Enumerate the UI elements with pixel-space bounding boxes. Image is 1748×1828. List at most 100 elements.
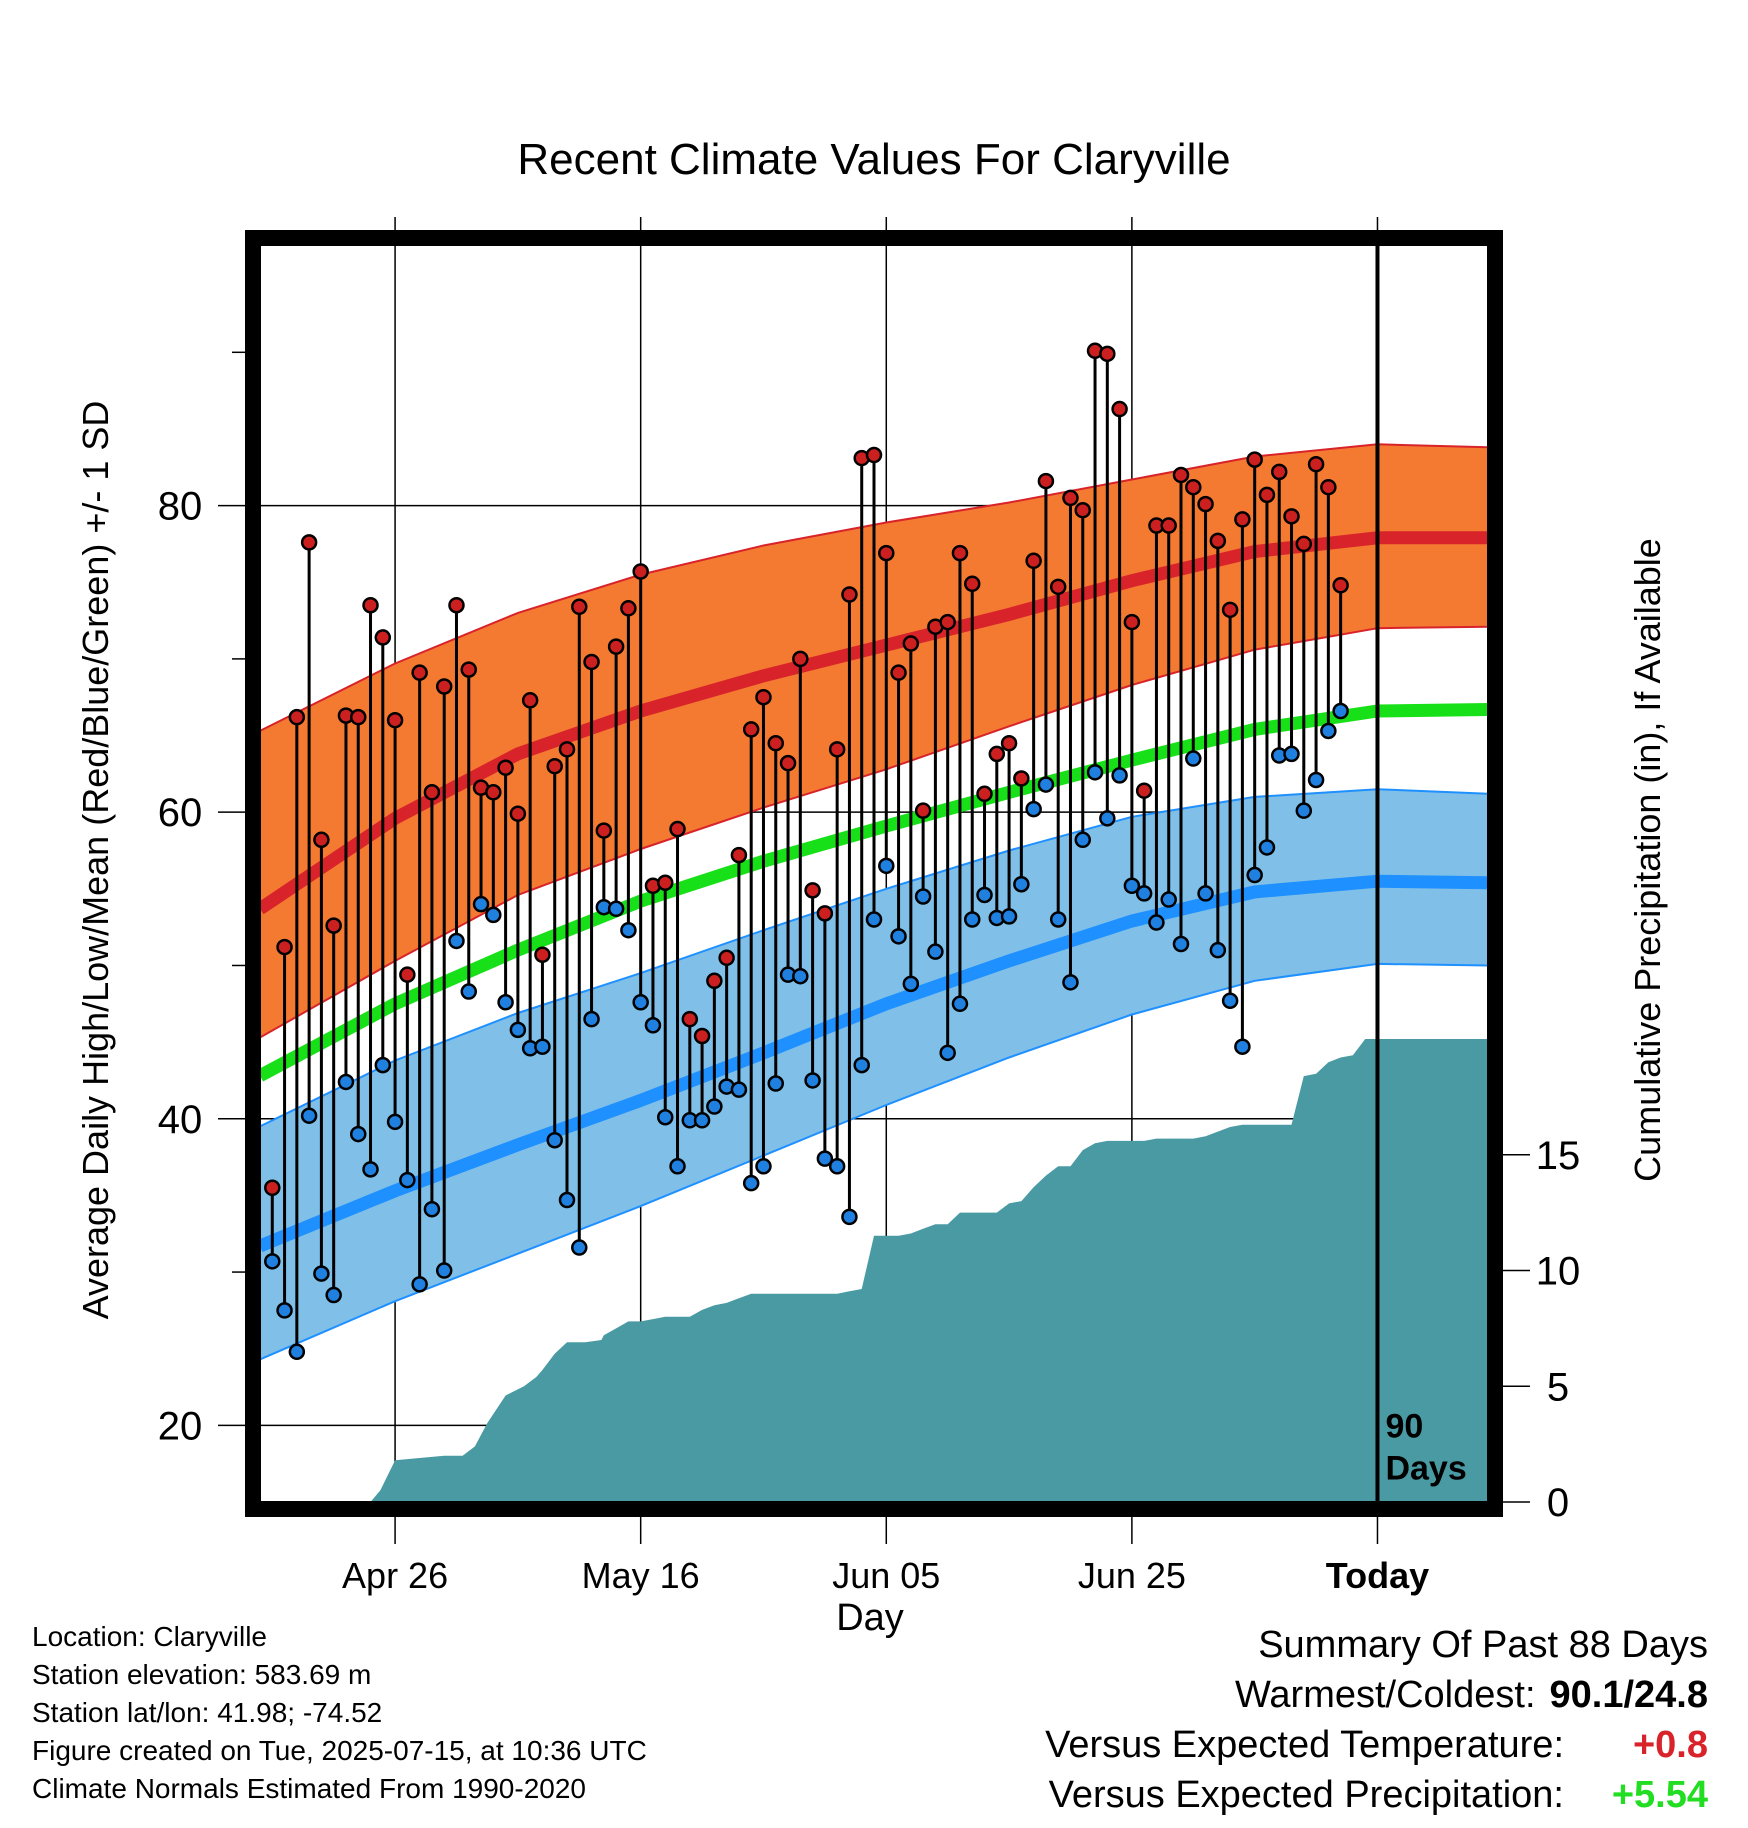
daily-high-point [276, 938, 293, 956]
daily-high-point [497, 759, 514, 776]
daily-high-point [779, 754, 797, 772]
daily-high-point [485, 784, 502, 801]
station-info: Location: Claryville Station elevation: … [32, 1618, 647, 1808]
daily-high-point [583, 653, 600, 671]
daily-high-point [411, 664, 428, 681]
daily-low-point [693, 1112, 711, 1129]
daily-low-point [828, 1158, 846, 1175]
y-tick-label: 60 [158, 791, 203, 835]
daily-high-point [767, 734, 785, 752]
daily-low-point [374, 1056, 392, 1074]
daily-low-point [1037, 776, 1055, 793]
daily-low-point [1025, 800, 1042, 818]
x-tick-label: Jun 25 [1078, 1555, 1186, 1596]
daily-high-point [264, 1179, 281, 1196]
daily-low-point [1295, 802, 1313, 819]
daily-high-point [1013, 770, 1030, 787]
daily-high-point [1111, 400, 1128, 418]
daily-high-point [386, 711, 404, 729]
daily-high-point [423, 784, 441, 801]
daily-low-point [927, 943, 944, 960]
temp-anomaly-label: Versus Expected Temperature: [1045, 1724, 1564, 1766]
daily-high-point [1074, 501, 1092, 519]
daily-high-point [669, 820, 686, 838]
daily-high-point [1037, 472, 1055, 490]
daily-low-point [1258, 839, 1276, 856]
daily-high-point [988, 745, 1006, 763]
daily-low-point [1111, 767, 1128, 784]
today-days-label: Days [1385, 1449, 1466, 1487]
daily-high-point [1172, 466, 1190, 484]
daily-low-point [890, 928, 907, 945]
daily-high-point [448, 596, 465, 614]
daily-low-point [1099, 810, 1116, 827]
daily-high-point [1320, 478, 1337, 496]
daily-high-point [742, 721, 760, 738]
daily-low-point [472, 895, 490, 913]
daily-high-point [1160, 517, 1177, 534]
daily-low-point [546, 1131, 563, 1149]
daily-high-point [976, 785, 993, 803]
daily-low-point [1086, 764, 1104, 781]
daily-high-point [595, 822, 613, 839]
daily-high-point [521, 692, 539, 709]
daily-low-point [1221, 992, 1239, 1009]
daily-high-point [890, 664, 907, 681]
daily-low-point [509, 1021, 527, 1039]
daily-high-point [718, 949, 735, 967]
daily-high-point [1234, 511, 1251, 528]
daily-low-point [583, 1010, 600, 1028]
daily-low-point [607, 900, 625, 918]
x-tick-label: May 16 [582, 1555, 700, 1596]
daily-high-point [1197, 495, 1214, 513]
daily-high-point [288, 708, 306, 726]
daily-low-point [1197, 885, 1214, 902]
y2-tick-label: 10 [1536, 1250, 1581, 1294]
daily-high-point [349, 708, 367, 726]
daily-high-point [300, 534, 318, 551]
daily-low-point [362, 1161, 379, 1178]
daily-low-point [1283, 745, 1300, 763]
precip-anomaly-row: Versus Expected Precipitation: +5.54 [1045, 1770, 1708, 1820]
daily-high-point [828, 741, 846, 758]
y-axis-label: Average Daily High/Low/Mean (Red/Blue/Gr… [75, 401, 116, 1320]
daily-low-point [448, 932, 465, 950]
daily-low-point [730, 1081, 748, 1098]
normal-low-line [260, 874, 1488, 1253]
daily-high-point [1135, 782, 1153, 799]
daily-low-point [939, 1044, 956, 1062]
daily-high-point [632, 563, 649, 580]
y2-tick-label: 15 [1536, 1134, 1581, 1178]
y2-axis-label: Cumulative Precipitation (in), If Availa… [1627, 538, 1668, 1182]
daily-low-point [632, 994, 649, 1011]
daily-low-point [1185, 750, 1202, 767]
daily-high-point [681, 1010, 699, 1028]
daily-low-point [534, 1038, 551, 1055]
daily-high-point [939, 613, 956, 631]
daily-low-point [337, 1073, 355, 1091]
daily-high-point [1307, 455, 1325, 473]
daily-low-point [742, 1174, 760, 1192]
daily-low-point [878, 857, 895, 875]
daily-low-point [386, 1113, 404, 1131]
daily-high-point [816, 905, 834, 922]
daily-low-point [804, 1072, 821, 1089]
daily-high-point [804, 882, 821, 899]
x-axis-label: Day [836, 1597, 904, 1639]
daily-low-point [276, 1302, 293, 1319]
daily-low-point [963, 911, 981, 928]
daily-low-point [313, 1265, 330, 1282]
latlon-text: Station lat/lon: 41.98; -74.52 [32, 1697, 383, 1728]
daily-high-point [558, 741, 576, 758]
warm-cold-row: Warmest/Coldest: 90.1/24.8 [1045, 1670, 1708, 1720]
x-tick-label: Today [1326, 1555, 1429, 1596]
daily-low-point [1246, 866, 1263, 884]
daily-low-point [1307, 771, 1325, 789]
daily-low-point [706, 1098, 723, 1115]
daily-high-point [620, 600, 637, 617]
daily-low-point [644, 1017, 662, 1034]
daily-low-point [1062, 974, 1079, 991]
daily-low-point [656, 1108, 674, 1126]
daily-low-point [951, 995, 969, 1013]
warm-cold-value: 90.1/24.8 [1549, 1674, 1708, 1716]
